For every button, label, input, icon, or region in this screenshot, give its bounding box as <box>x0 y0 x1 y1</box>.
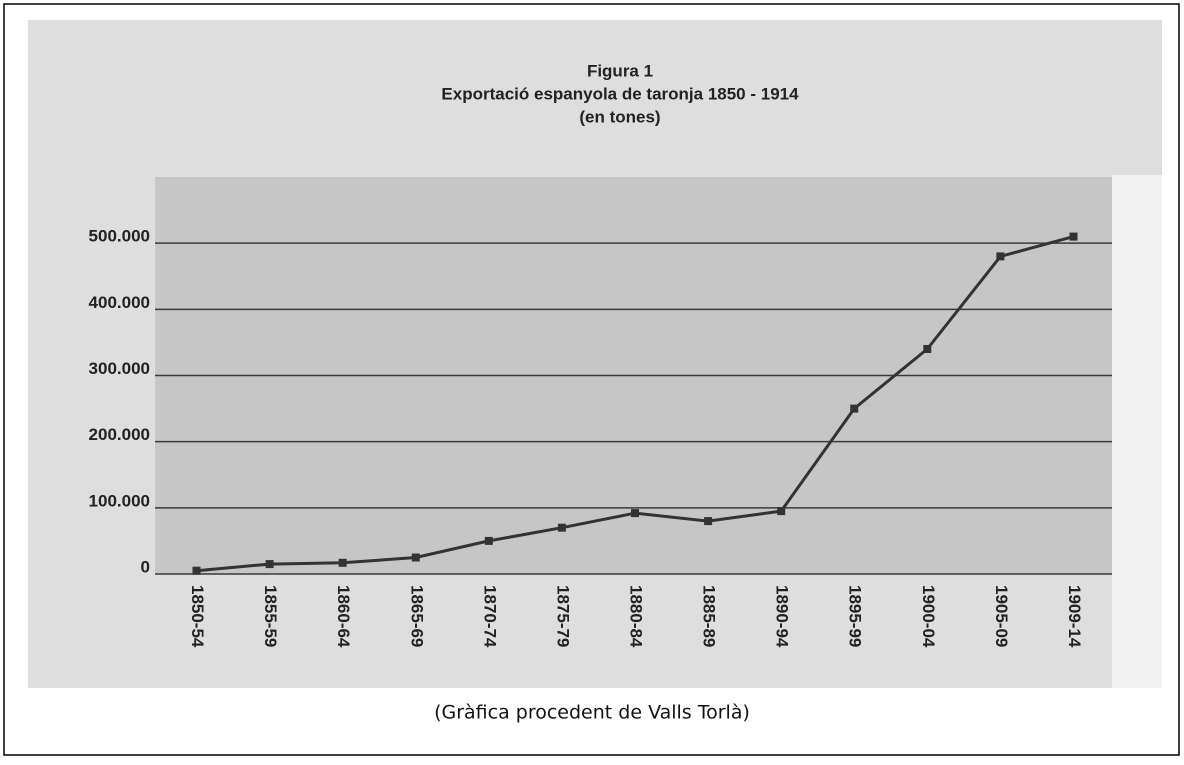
x-tick-label: 1880-84 <box>627 585 646 648</box>
x-tick-label: 1865-69 <box>407 585 426 647</box>
x-tick-label: 1890-94 <box>773 585 792 648</box>
marker <box>484 536 493 545</box>
y-tick-label: 0 <box>141 557 150 576</box>
y-tick-label: 100.000 <box>89 491 150 510</box>
marker <box>704 517 713 526</box>
x-tick-label: 1850-54 <box>188 585 207 648</box>
x-tick-label: 1875-79 <box>553 585 572 647</box>
marker <box>777 507 786 516</box>
caption: (Gràfica procedent de Valls Torlà) <box>434 702 750 724</box>
x-tick-label: 1905-09 <box>992 585 1011 647</box>
x-tick-label: 1870-74 <box>480 585 499 648</box>
x-tick-label: 1860-64 <box>334 585 353 648</box>
chart-title: Figura 1 <box>587 61 653 80</box>
marker <box>338 558 347 567</box>
y-tick-label: 200.000 <box>89 425 150 444</box>
y-tick-label: 300.000 <box>89 359 150 378</box>
unit-note: (en tones) <box>579 107 660 126</box>
marker <box>265 560 274 569</box>
chart-subtitle: Exportació espanyola de taronja 1850 - 1… <box>441 84 799 103</box>
marker <box>411 553 420 562</box>
y-tick-label: 500.000 <box>89 227 150 246</box>
marker <box>192 566 201 575</box>
marker <box>923 345 932 353</box>
marker <box>850 404 859 413</box>
y-tick-label: 400.000 <box>89 293 150 312</box>
x-tick-label: 1900-04 <box>919 585 938 648</box>
x-tick-label: 1885-89 <box>700 585 719 647</box>
x-tick-label: 1895-99 <box>846 585 865 647</box>
marker <box>557 523 566 532</box>
chart-margin <box>1112 175 1162 688</box>
marker <box>1069 232 1078 241</box>
x-tick-label: 1855-59 <box>261 585 280 647</box>
x-tick-label: 1909-14 <box>1065 585 1084 648</box>
marker <box>631 509 639 518</box>
marker <box>996 252 1005 261</box>
